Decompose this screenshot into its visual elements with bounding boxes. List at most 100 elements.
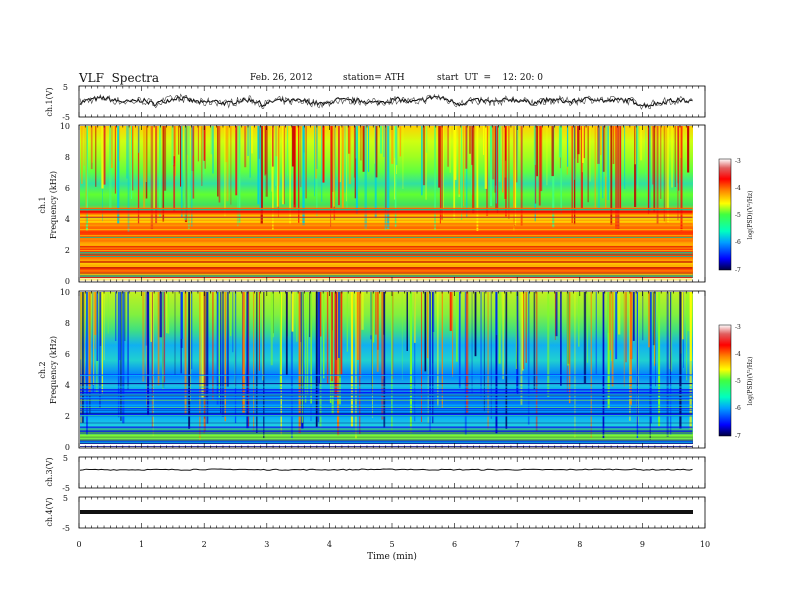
sferic-streak <box>492 126 495 180</box>
ch2-ytick-0: 0 <box>65 443 70 452</box>
ch2-colorbar-gradient <box>718 324 732 437</box>
sferic-streak <box>422 126 426 186</box>
time-tick-label: 4 <box>327 540 332 549</box>
sferic-streak <box>495 126 497 186</box>
sferic-streak <box>163 126 167 191</box>
sferic-streak <box>127 292 129 383</box>
sferic-streak <box>658 292 661 427</box>
sferic-streak <box>242 292 245 413</box>
sferic-streak <box>101 292 103 394</box>
ch2-spectrogram-streaks <box>80 292 692 440</box>
sferic-streak <box>180 292 183 339</box>
sferic-streak <box>338 126 340 206</box>
sferic-streak <box>514 126 517 226</box>
sferic-streak <box>355 126 358 214</box>
sferic-streak <box>202 126 205 175</box>
sferic-streak <box>201 292 204 399</box>
sferic-streak <box>523 292 525 370</box>
sferic-streak <box>615 292 618 360</box>
sferic-streak <box>122 292 125 424</box>
sferic-streak <box>145 126 147 182</box>
sferic-streak <box>298 126 300 223</box>
sferic-streak <box>589 126 591 182</box>
sferic-streak <box>163 292 166 383</box>
ch1-spectrogram-bands <box>80 207 693 281</box>
time-axis-ticks <box>78 86 706 528</box>
sferic-streak <box>671 126 673 188</box>
sferic-streak <box>315 126 318 169</box>
time-tick-label: 5 <box>389 540 394 549</box>
sferic-streak <box>438 126 441 188</box>
sferic-streak <box>582 126 584 163</box>
sferic-streak <box>609 292 612 351</box>
sferic-streak <box>483 126 485 155</box>
sferic-streak <box>384 292 385 384</box>
sferic-streak <box>103 126 106 185</box>
ch4-waveform-line <box>80 510 693 514</box>
sferic-streak <box>317 292 320 423</box>
sferic-streak <box>180 126 182 187</box>
sferic-streak <box>602 126 604 199</box>
sferic-streak <box>583 126 585 159</box>
sferic-streak <box>654 292 656 364</box>
sferic-streak <box>578 292 580 347</box>
sferic-streak <box>381 292 384 420</box>
sferic-streak <box>649 292 651 440</box>
sferic-streak <box>666 126 669 223</box>
sferic-streak <box>368 126 370 172</box>
sferic-streak <box>346 126 347 202</box>
sferic-streak <box>689 292 692 430</box>
sferic-streak <box>272 126 274 167</box>
sferic-streak <box>81 126 83 184</box>
ch1-waveform-line <box>79 95 693 109</box>
sferic-streak <box>513 126 515 231</box>
plot-title: VLF Spectra <box>79 71 160 85</box>
ch1-waveform-envelope <box>79 93 693 110</box>
sferic-streak <box>370 292 372 336</box>
sferic-streak <box>360 126 362 161</box>
sferic-streak <box>648 292 650 348</box>
sferic-streak <box>314 126 315 197</box>
sferic-streak <box>498 292 501 364</box>
sferic-streak <box>162 292 164 389</box>
ch1-ytick-top: 5 <box>63 83 68 92</box>
sferic-streak <box>434 126 436 231</box>
sferic-streak <box>291 126 294 167</box>
sferic-streak <box>361 292 364 330</box>
sferic-streak <box>99 292 101 408</box>
sferic-streak <box>132 126 134 191</box>
sferic-streak <box>330 126 332 228</box>
sferic-streak <box>83 126 85 166</box>
sferic-streak <box>465 126 468 169</box>
sferic-streak <box>285 292 288 375</box>
sferic-streak <box>568 292 571 404</box>
sferic-streak <box>206 292 209 424</box>
sferic-streak <box>686 292 688 381</box>
sferic-streak <box>441 292 443 408</box>
sferic-streak <box>552 126 555 228</box>
sferic-streak <box>466 292 469 413</box>
sferic-streak <box>337 292 340 436</box>
sferic-streak <box>282 126 284 205</box>
sferic-streak <box>272 292 274 338</box>
sferic-streak <box>427 292 429 359</box>
sferic-streak <box>484 126 488 189</box>
time-axis-tick-labels: 0 1 2 3 4 5 6 7 8 9 10 <box>76 540 710 549</box>
time-tick-label: 2 <box>202 540 207 549</box>
ch2-cb-tick-m7: -7 <box>735 433 741 440</box>
sferic-streak <box>350 292 353 427</box>
sferic-streak <box>449 126 451 173</box>
ch2-colorbar: -3 -4 -5 -6 -7 log(PSD)(V²/Hz) <box>718 324 754 440</box>
sferic-streak <box>80 292 82 423</box>
sferic-streak <box>414 292 416 343</box>
sferic-streak <box>330 126 333 209</box>
ch1-cb-tick-m6: -6 <box>735 239 741 246</box>
sferic-streak <box>383 126 385 157</box>
sferic-streak <box>107 292 109 334</box>
sferic-streak <box>520 126 523 226</box>
sferic-streak <box>508 126 510 219</box>
sferic-streak <box>394 126 397 228</box>
sferic-streak <box>449 292 452 331</box>
sferic-streak <box>315 292 318 427</box>
sferic-streak <box>279 292 281 391</box>
